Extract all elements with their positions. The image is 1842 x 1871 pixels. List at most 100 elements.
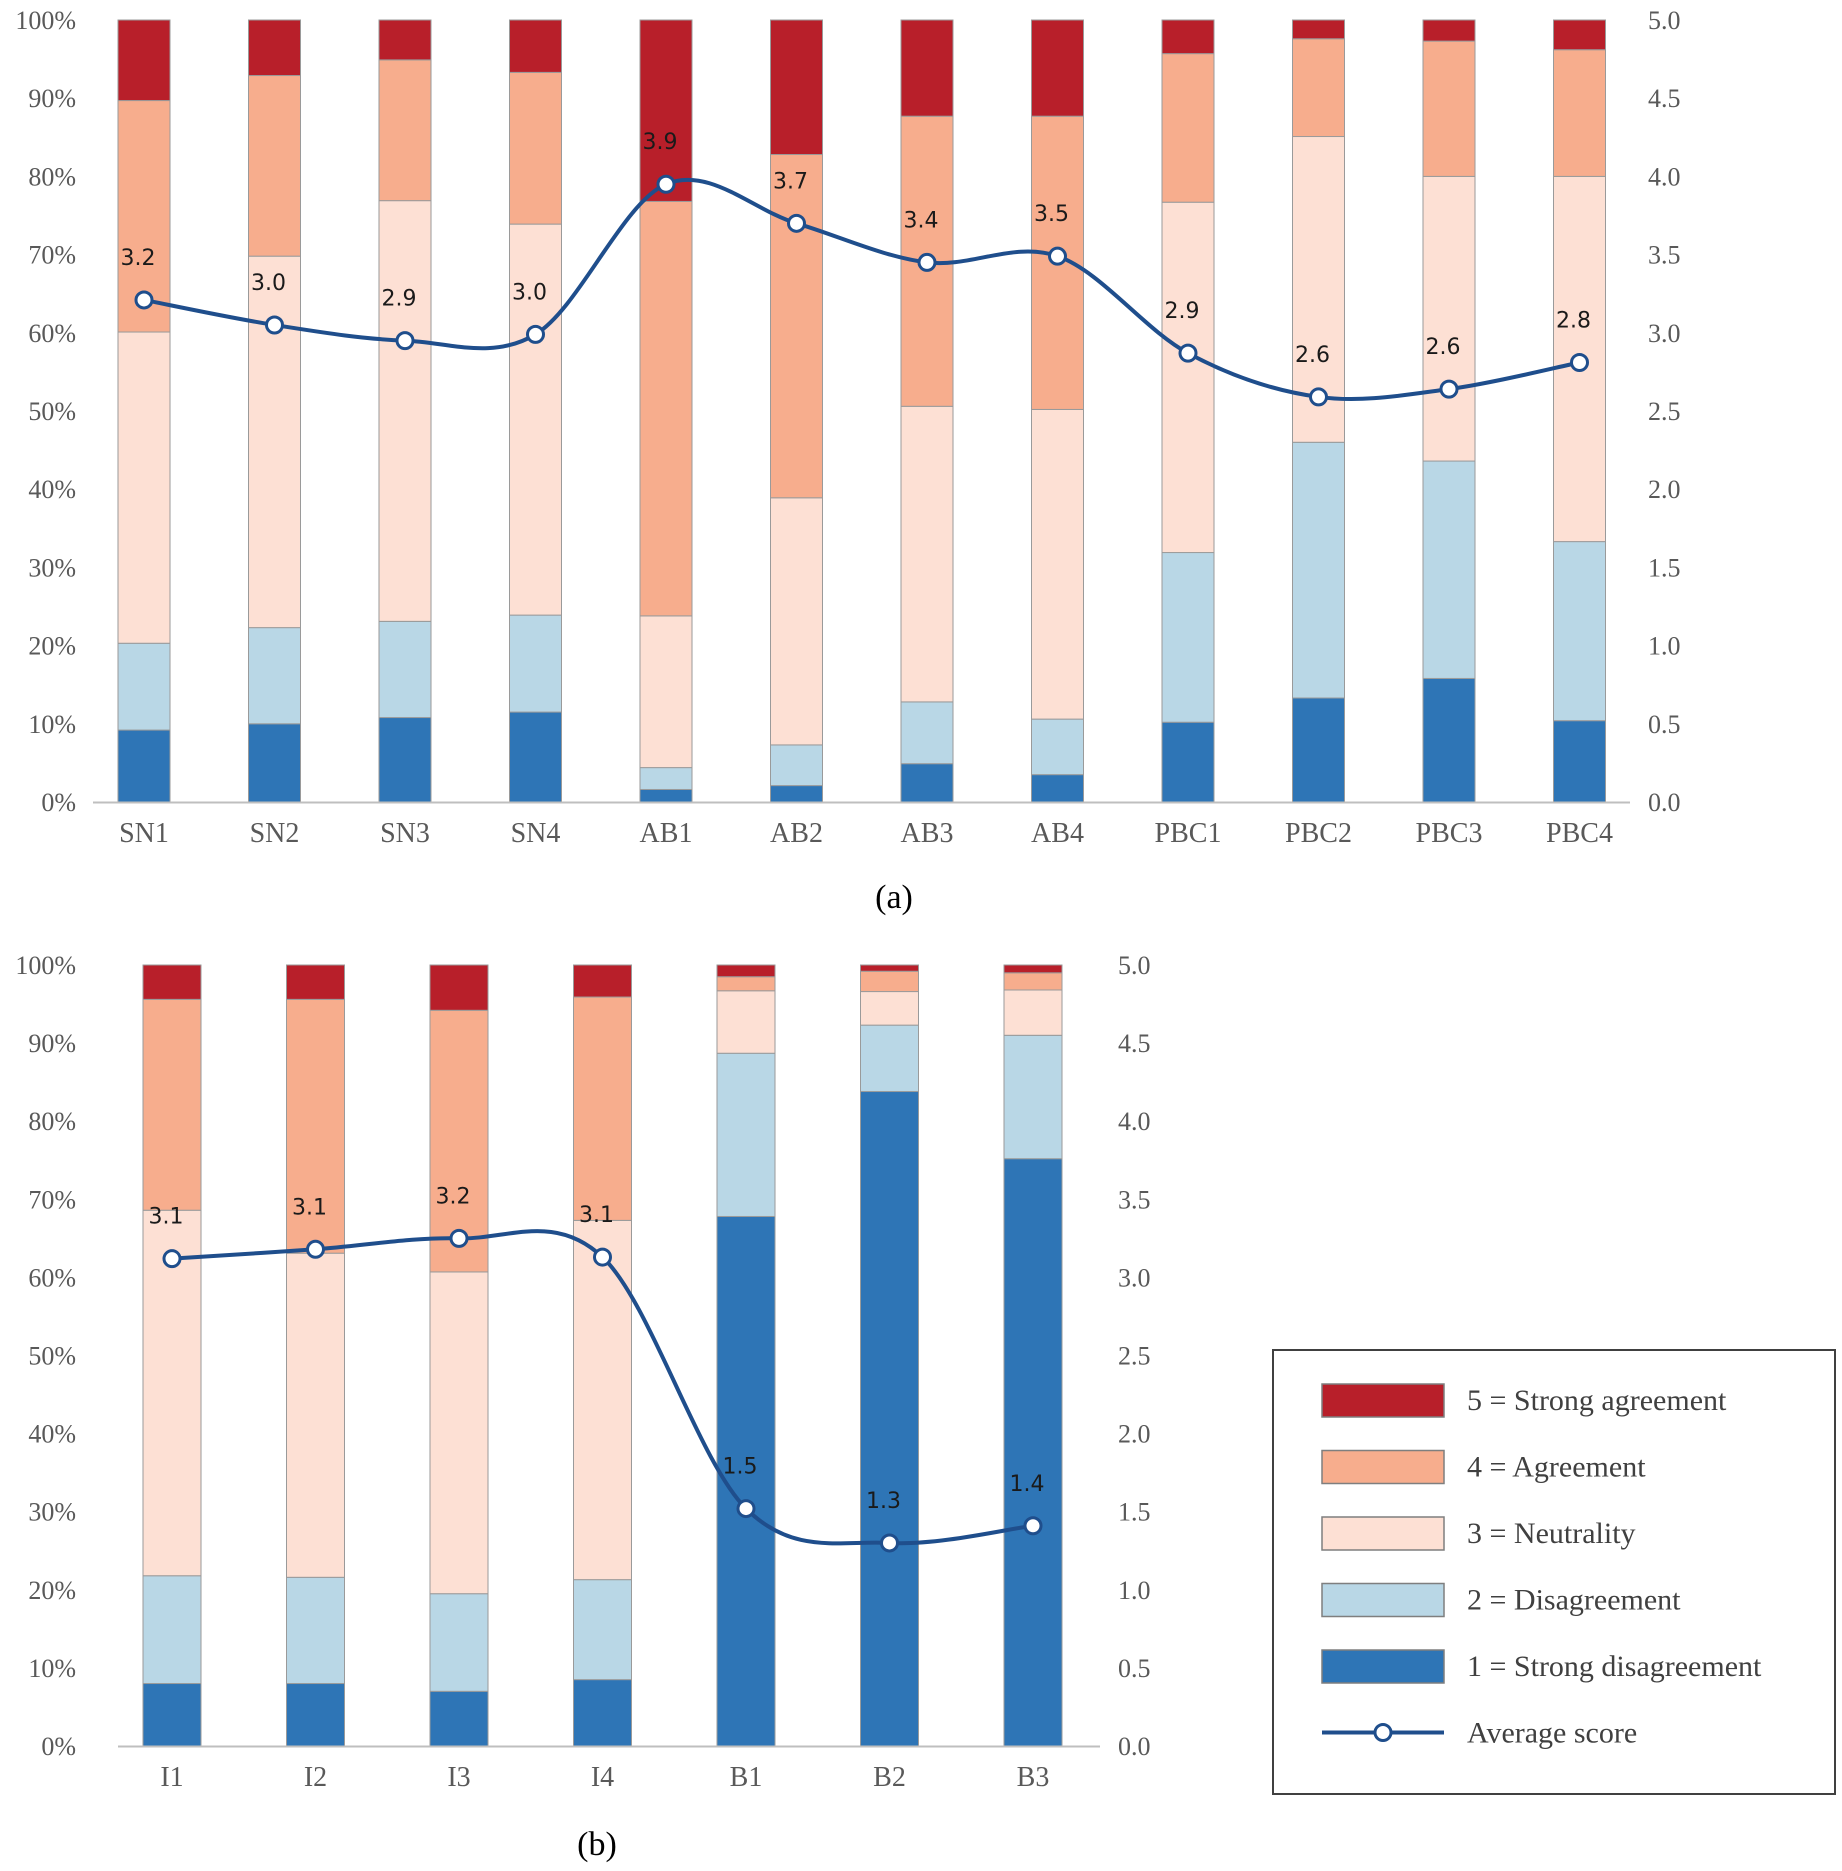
left-tick-label: 90% [28,84,76,113]
bar-segment-5-b3 [1003,964,1063,974]
category-label: PBC1 [1155,818,1222,849]
bar-segment-5-sn1 [117,19,171,102]
average-score-label: 3.2 [436,1184,471,1209]
left-tick-label: 60% [28,319,76,348]
bar-segment-5-sn3 [378,19,432,61]
bar-segment-5-sn4 [509,19,562,73]
bar-segment-4-sn3 [378,59,432,202]
bar-segment-3-i4 [573,1219,632,1581]
bar-segment-5-ab1 [639,19,693,202]
bar-segment-1-pbc3 [1422,677,1476,803]
average-score-marker [787,213,806,233]
bar-segment-4-i1 [142,998,202,1211]
bar-segment-2-pbc1 [1161,552,1215,723]
average-score-marker [449,1228,469,1248]
bar-segment-4-i4 [573,996,632,1221]
bar-segment-3-sn1 [117,331,171,644]
bar-segment-1-i2 [286,1683,345,1747]
bar-segment-2-i3 [429,1593,489,1692]
right-tick-label: 5.0 [1118,951,1151,980]
category-label: I3 [447,1762,470,1793]
bar-segment-1-b3 [1003,1158,1063,1747]
right-tick-label: 1.5 [1648,553,1681,582]
legend-label: 4 = Agreement [1467,1451,1646,1484]
category-label: AB1 [640,818,693,849]
legend-swatch-3 [1321,1516,1445,1551]
average-score-label: 2.9 [382,287,417,312]
average-score-label: 3.1 [149,1205,184,1230]
average-score-label: 3.9 [643,130,678,155]
bar-segment-4-ab2 [770,154,823,499]
legend-box [1272,1349,1836,1795]
chart-panel-a: 0% 10% 20% 30% 40% 50% 60% 70% 80% 90% 100% 0.0 0.5 1… [15,6,1680,916]
average-score-label: 2.9 [1165,299,1200,324]
bar-segment-4-sn2 [248,75,301,257]
bar-segment-2-sn3 [378,620,432,719]
bar-segment-5-pbc3 [1422,19,1476,42]
bar-segment-3-b1 [716,990,776,1054]
right-tick-label: 2.5 [1648,397,1681,426]
average-score-line [143,177,1580,402]
bar-segment-4-sn4 [509,71,562,225]
average-score-marker [656,174,676,194]
category-label: SN3 [380,818,430,849]
category-label: SN4 [511,818,561,849]
chart-panel-b: 0% 10% 20% 30% 40% 50% 60% 70% 80% 90% 100% 0.0 0.5 1… [15,951,1150,1863]
category-label: PBC2 [1285,818,1352,849]
legend-label: 5 = Strong agreement [1467,1384,1727,1417]
legend-label: 3 = Neutrality [1467,1517,1636,1550]
average-score-marker [736,1499,756,1519]
right-tick-label: 0.5 [1648,710,1681,739]
average-score-marker [134,290,154,310]
bar-segment-4-pbc2 [1292,38,1345,138]
bar-segment-3-b2 [860,991,919,1026]
right-tick-label: 2.5 [1118,1342,1151,1371]
bar-segment-1-sn1 [117,729,171,803]
category-label: PBC3 [1416,818,1483,849]
average-score-label: 3.2 [121,246,156,271]
bar-segment-3-i3 [429,1271,489,1595]
bar-segment-2-i2 [286,1576,345,1685]
bar-segment-1-pbc1 [1161,721,1215,803]
right-tick-label: 4.0 [1648,162,1681,191]
category-label: I4 [591,1762,614,1793]
bar-segment-5-ab3 [900,19,954,117]
average-score-marker [1439,379,1459,399]
average-score-marker [1048,246,1067,266]
category-label: B2 [873,1762,906,1793]
bar-segment-3-sn3 [378,200,432,622]
bar-segment-3-b3 [1003,989,1063,1036]
category-label: SN2 [250,818,300,849]
bar-segment-1-sn4 [509,711,562,803]
bar-segment-1-pbc4 [1553,720,1606,803]
left-tick-label: 30% [28,553,76,582]
panel-label: (a) [875,879,913,916]
left-tick-label: 80% [28,162,76,191]
bar-segment-4-i2 [286,998,345,1254]
left-tick-label: 100% [15,951,76,980]
bar-segment-3-ab4 [1031,408,1084,720]
right-tick-label: 3.5 [1648,241,1681,270]
legend-label: 1 = Strong disagreement [1467,1650,1762,1683]
left-tick-label: 50% [28,397,76,426]
left-tick-label: 0% [41,788,76,817]
legend-swatch-5 [1321,1383,1445,1418]
left-tick-label: 10% [28,710,76,739]
average-score-label: 3.5 [1034,202,1069,227]
category-label: AB2 [770,818,823,849]
bar-segment-3-sn2 [248,255,301,629]
legend-label: 2 = Disagreement [1467,1584,1681,1617]
left-tick-label: 10% [28,1654,76,1683]
average-score-label: 2.8 [1556,309,1591,334]
bar-segment-5-i4 [573,964,632,998]
bar-segment-2-sn4 [509,614,562,713]
bar-segment-5-pbc2 [1292,19,1345,40]
bar-segment-5-b1 [716,964,776,978]
bar-segment-4-pbc4 [1553,49,1606,177]
bar-segment-2-sn1 [117,642,171,731]
legend: 5 = Strong agreement 4 = Agreement 3 = Neu… [1272,1349,1836,1795]
bar-segment-2-ab4 [1031,718,1084,776]
average-score-label: 1.3 [866,1489,901,1514]
bar-segment-2-pbc3 [1422,460,1476,679]
